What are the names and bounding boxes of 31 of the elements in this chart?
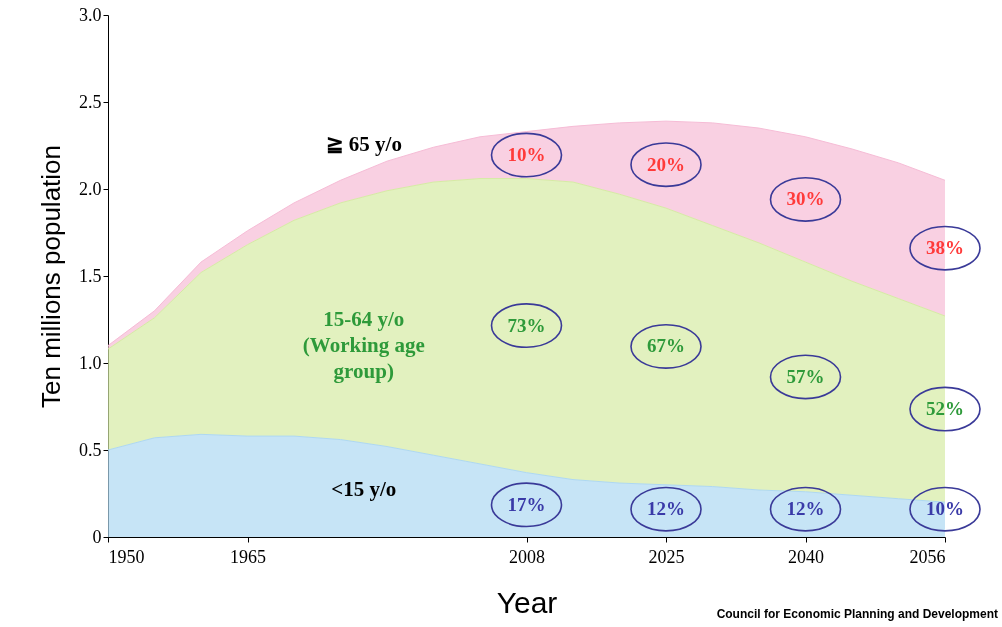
y-tick-label: 3.0 xyxy=(79,4,102,25)
x-axis-title: Year xyxy=(496,585,558,619)
y-tick-label: 2.0 xyxy=(79,178,102,199)
x-tick-label: 1950 xyxy=(108,546,145,567)
annotation: 52% xyxy=(926,398,964,420)
x-tick-label: 1965 xyxy=(230,546,266,567)
y-tick-label: 1.5 xyxy=(79,265,102,286)
annotation: 10% xyxy=(926,498,964,520)
annotation: 30% xyxy=(786,188,825,210)
y-tick-label: 2.5 xyxy=(79,91,102,112)
y-tick-label: 0.5 xyxy=(79,439,102,460)
annotation: 67% xyxy=(647,335,685,357)
x-tick-label: 2040 xyxy=(788,546,824,567)
x-tick-label: 2025 xyxy=(648,546,685,567)
x-tick-label: 2056 xyxy=(909,546,946,567)
y-tick-label: 1.0 xyxy=(79,352,102,373)
series-label: <15 y/o xyxy=(331,477,397,502)
annotation: 73% xyxy=(507,314,546,336)
annotation: 38% xyxy=(926,237,964,259)
annotation: 10% xyxy=(507,144,546,166)
series-label: 15-64 y/o (Working age group) xyxy=(302,306,425,383)
annotation: 57% xyxy=(786,365,825,387)
annotation: 12% xyxy=(786,498,825,520)
annotation: 20% xyxy=(647,153,685,175)
annotation: 17% xyxy=(507,493,546,515)
series-label: ≧ 65 y/o xyxy=(325,131,402,156)
text: Council for Economic Planning and Development xyxy=(716,607,998,621)
x-tick-label: 2008 xyxy=(509,546,545,567)
y-axis-title: Ten millions population xyxy=(36,144,66,409)
annotation: 12% xyxy=(647,498,685,520)
y-tick-label: 0 xyxy=(92,526,102,547)
